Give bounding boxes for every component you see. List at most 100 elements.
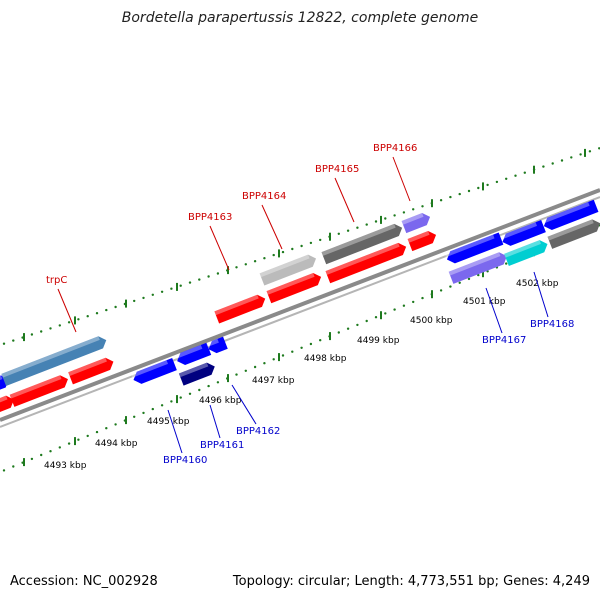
minor-tick	[467, 277, 471, 281]
minor-tick	[514, 174, 517, 177]
minor-tick	[30, 457, 34, 461]
gene-arrow-highlight	[206, 338, 219, 347]
gene-arrow-body	[446, 232, 504, 264]
gene-label-bpp4164: BPP4164	[242, 191, 286, 202]
gene-arrow	[547, 219, 600, 249]
minor-tick	[412, 300, 415, 304]
minor-tick	[337, 331, 340, 334]
gene-arrow-body	[68, 357, 114, 385]
minor-tick	[12, 465, 15, 468]
minor-tick	[551, 162, 554, 165]
gene-arrow-body	[504, 240, 548, 267]
minor-tick	[49, 327, 52, 330]
minor-tick	[412, 208, 415, 211]
gene-arrow-body	[259, 254, 317, 286]
minor-tick	[2, 469, 6, 472]
minor-tick	[570, 156, 573, 159]
minor-tick	[58, 324, 61, 327]
minor-tick	[319, 339, 322, 342]
minor-tick	[86, 315, 89, 318]
minor-tick	[356, 323, 359, 327]
gene-arrow	[500, 219, 546, 246]
gene-arrow-body	[177, 342, 212, 366]
minor-tick	[253, 365, 257, 369]
gene-arrow-body	[178, 362, 215, 386]
minor-tick	[160, 404, 164, 407]
gene-arrow-body	[0, 375, 9, 397]
minor-tick	[179, 284, 182, 287]
gene-arrow-highlight	[68, 357, 107, 376]
label-leader-line	[209, 404, 221, 439]
gene-arrow-highlight	[448, 252, 501, 276]
gene-arrow-highlight	[214, 294, 259, 316]
minor-tick	[235, 373, 238, 376]
minor-tick	[579, 153, 582, 156]
gene-arrow	[401, 213, 431, 234]
label-leader-line	[209, 225, 230, 271]
minor-tick	[384, 312, 387, 315]
gene-arrow-highlight	[444, 234, 495, 258]
gene-arrow-body	[214, 294, 266, 324]
minor-tick	[542, 165, 545, 168]
minor-tick	[188, 281, 192, 284]
kbp-label: 4497 kbp	[252, 376, 295, 386]
minor-tick	[77, 318, 80, 321]
minor-tick	[365, 223, 368, 226]
gene-arrow	[1, 336, 107, 386]
label-leader-line	[392, 156, 411, 202]
minor-tick	[300, 244, 303, 248]
gene-arrow-highlight	[259, 254, 310, 278]
gene-arrow-body	[9, 375, 68, 407]
minor-tick	[421, 296, 424, 300]
genome-backbone	[0, 188, 600, 422]
minor-tick	[49, 450, 52, 453]
minor-tick	[346, 327, 350, 330]
gene-arrow-highlight	[321, 223, 396, 256]
minor-tick	[439, 289, 443, 292]
gene-arrow-body	[1, 336, 107, 386]
kbp-label: 4501 kbp	[463, 297, 506, 307]
gene-label-bpp4168: BPP4168	[530, 319, 574, 330]
minor-tick	[198, 278, 201, 281]
minor-tick	[253, 260, 257, 263]
minor-tick	[449, 195, 452, 199]
gene-arrow	[266, 272, 322, 304]
minor-tick	[160, 290, 164, 293]
gene-arrow-body	[266, 272, 322, 304]
minor-tick	[105, 427, 108, 430]
gene-arrow-highlight	[547, 219, 594, 241]
minor-tick	[77, 438, 80, 441]
minor-tick	[402, 211, 406, 214]
minor-tick	[216, 381, 220, 384]
minor-tick	[505, 177, 508, 180]
gene-arrow	[9, 375, 68, 407]
minor-tick	[393, 308, 396, 311]
minor-tick	[95, 312, 99, 315]
gene-arrow	[214, 294, 266, 324]
gene-arrow	[325, 242, 407, 284]
minor-tick	[588, 150, 592, 153]
minor-tick	[477, 273, 480, 277]
gene-arrow-highlight	[266, 272, 315, 295]
label-leader-line	[334, 177, 355, 223]
gene-arrow-body	[407, 231, 437, 252]
gene-arrow-highlight	[1, 336, 100, 378]
minor-tick	[170, 400, 173, 403]
minor-tick	[235, 266, 238, 269]
gene-label-bpp4161: BPP4161	[200, 440, 244, 451]
minor-tick	[244, 263, 247, 266]
gene-arrow	[448, 252, 507, 284]
minor-tick	[198, 388, 201, 392]
gene-arrow-body	[321, 223, 403, 265]
genome-summary-text: Topology: circular; Length: 4,773,551 bp…	[232, 574, 590, 589]
minor-tick	[105, 308, 108, 312]
label-leader-line	[261, 204, 283, 250]
forward-tick-track	[2, 147, 600, 345]
map-title: Bordetella parapertussis 12822, complete…	[121, 10, 479, 26]
gene-arrow-highlight	[0, 395, 8, 409]
gene-arrow	[321, 223, 403, 265]
minor-tick	[291, 247, 294, 251]
label-leader-line	[485, 287, 503, 334]
minor-tick	[133, 299, 136, 303]
